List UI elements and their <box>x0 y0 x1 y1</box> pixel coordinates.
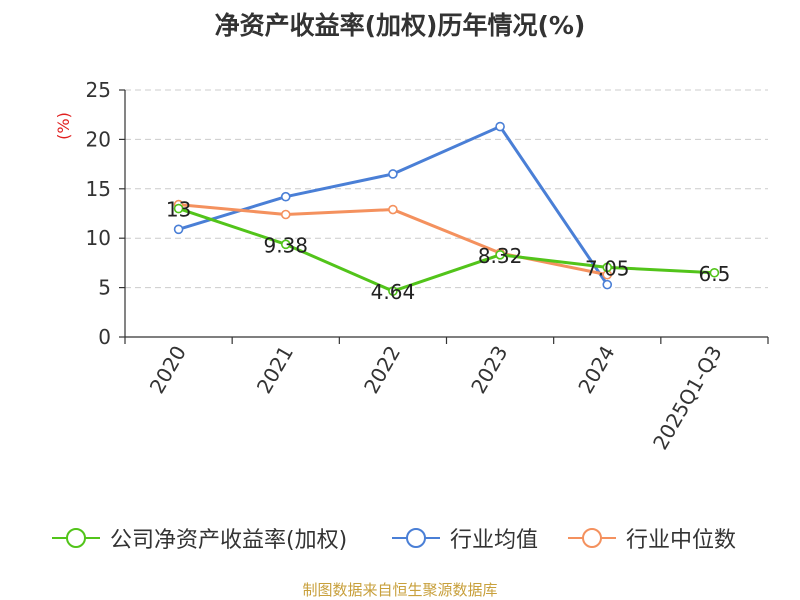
data-label: 4.64 <box>371 280 416 304</box>
data-label: 9.38 <box>263 233 308 257</box>
legend-marker-icon <box>392 528 440 548</box>
data-point <box>280 209 291 220</box>
y-tick-label: 0 <box>98 325 111 349</box>
data-point <box>173 224 184 235</box>
legend-label: 行业均值 <box>450 528 539 553</box>
legend-marker-dot <box>406 528 426 548</box>
legend-marker-dot <box>66 528 86 548</box>
data-point <box>388 286 398 296</box>
data-point <box>495 121 505 132</box>
legend-label: 行业中位数 <box>626 528 737 553</box>
x-tick-label: 2025Q1-Q3 <box>648 342 727 454</box>
axes: 0 5 10 15 20 25 (%) 2020 2021 2022 2023 2024 2025Q1-… <box>54 78 769 454</box>
data-point <box>388 204 398 215</box>
source-note: 制图数据来自恒生聚源数据库 <box>302 581 498 599</box>
data-point <box>280 191 291 202</box>
data-label: 7.05 <box>585 256 630 280</box>
data-point <box>709 267 720 278</box>
chart-legend: 公司净资产收益率(加权) 行业均值 行业中位数 <box>0 518 800 558</box>
x-tick-label: 2022 <box>359 342 405 398</box>
data-point <box>602 279 613 290</box>
y-tick-label: 25 <box>86 78 111 102</box>
data-point <box>173 203 184 214</box>
y-axis-label: (%) <box>54 112 73 140</box>
x-tick-label: 2021 <box>252 342 298 398</box>
grid-lines <box>125 89 768 289</box>
data-label: 6.5 <box>699 262 731 286</box>
series-lines <box>173 121 720 296</box>
series-line <box>178 207 715 293</box>
x-tick-label: 2023 <box>466 342 512 398</box>
data-point <box>280 239 291 250</box>
y-tick-label: 5 <box>98 276 111 300</box>
legend-marker-icon <box>568 528 616 548</box>
chart-title: 净资产收益率(加权)历年情况(%) <box>214 11 586 40</box>
legend-marker-dot <box>582 528 602 548</box>
legend-marker-icon <box>52 528 100 548</box>
data-point <box>388 169 398 179</box>
x-tick-label: 2020 <box>145 342 191 398</box>
x-tick-label: 2024 <box>573 342 619 398</box>
data-point <box>495 249 505 260</box>
y-tick-label: 15 <box>86 177 111 201</box>
y-tick-label: 10 <box>86 226 111 250</box>
series-line <box>178 203 608 277</box>
data-point <box>602 262 613 273</box>
data-label: 8.32 <box>478 244 523 268</box>
y-tick-label: 20 <box>86 127 111 151</box>
legend-item: 公司净资产收益率(加权) <box>50 518 347 558</box>
legend-item: 行业中位数 <box>566 518 736 558</box>
legend-item: 行业均值 <box>390 518 538 558</box>
legend-label: 公司净资产收益率(加权) <box>110 528 348 553</box>
data-labels: 13 9.38 4.64 8.32 7.05 6.5 <box>166 198 730 305</box>
data-label: 13 <box>166 198 191 222</box>
